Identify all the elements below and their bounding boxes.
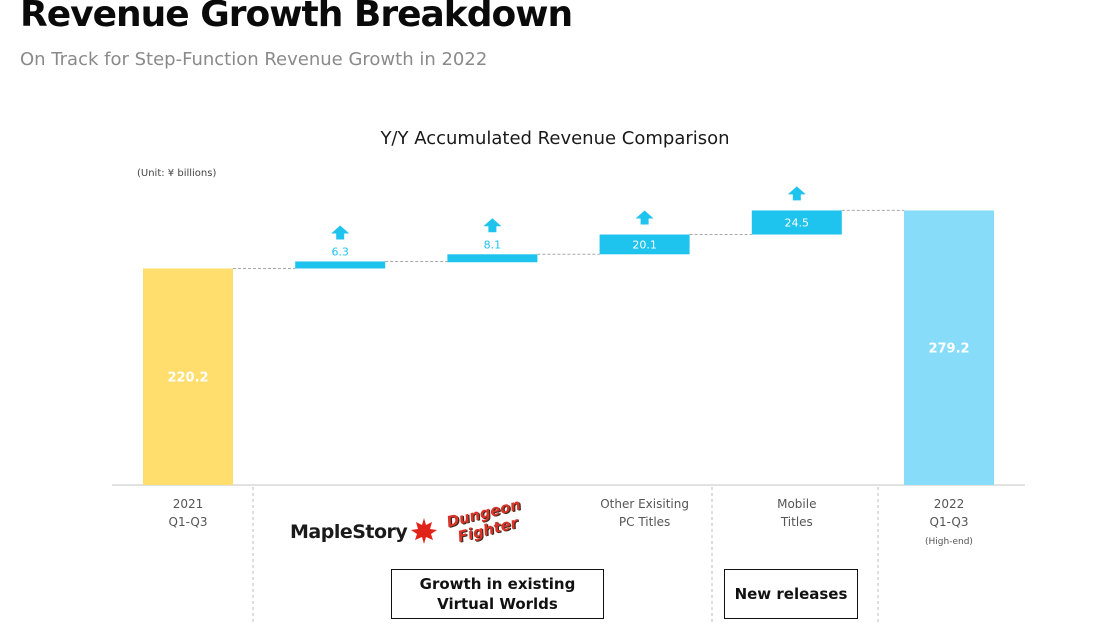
category-label-line: Q1-Q3: [168, 515, 208, 529]
data-label-other_pc: 20.1: [632, 238, 657, 251]
growth-existing-line1: Growth in existing: [419, 575, 576, 593]
data-label-dnf: 8.1: [484, 238, 502, 251]
category-label-line: 2022: [933, 497, 965, 511]
new-releases-box: New releases: [724, 569, 858, 619]
category-label-line: Q1-Q3: [929, 515, 969, 529]
up-arrow-icon: [635, 210, 654, 225]
maplestory-logo: MapleStory: [290, 516, 439, 546]
bar-dnf: [447, 254, 538, 263]
category-label-line: Mobile: [777, 497, 817, 511]
bar-mobile: [751, 210, 842, 235]
growth-existing-line2: Virtual Worlds: [437, 595, 558, 613]
up-arrow-icon: [331, 225, 350, 240]
category-label-line: PC Titles: [618, 515, 671, 529]
bar-other_pc: [599, 234, 690, 255]
page-title: Revenue Growth Breakdown: [20, 0, 573, 35]
chart-title: Y/Y Accumulated Revenue Comparison: [380, 128, 730, 149]
category-label-start: 2021 Q1-Q3: [128, 495, 248, 531]
category-label-end: 2022 Q1-Q3 (High-end): [889, 495, 1009, 549]
maple-leaf-icon: [411, 518, 438, 544]
up-arrow-icon: [483, 218, 502, 233]
bar-maplestory: [295, 261, 386, 269]
data-label-end: 279.2: [928, 342, 969, 357]
category-label-other_pc: Other Exisiting PC Titles: [585, 495, 705, 531]
data-label-maplestory: 6.3: [331, 245, 349, 258]
category-label-mobile: Mobile Titles: [737, 495, 857, 531]
unit-note: (Unit: ¥ billions): [137, 168, 217, 179]
up-arrow-icon: [787, 186, 806, 201]
category-label-line: Other Exisiting: [600, 497, 689, 511]
data-label-start: 220.2: [167, 371, 208, 386]
bar-end: [904, 210, 994, 485]
category-label-line: Titles: [780, 515, 813, 529]
data-label-mobile: 24.5: [785, 216, 810, 229]
maplestory-logo-text: MapleStory: [290, 521, 408, 543]
growth-existing-box: Growth in existing Virtual Worlds: [391, 569, 604, 619]
bar-start: [143, 268, 233, 485]
category-sublabel: (High-end): [925, 537, 973, 547]
page-subtitle: On Track for Step-Function Revenue Growt…: [20, 49, 488, 70]
category-label-line: 2021: [172, 497, 204, 511]
